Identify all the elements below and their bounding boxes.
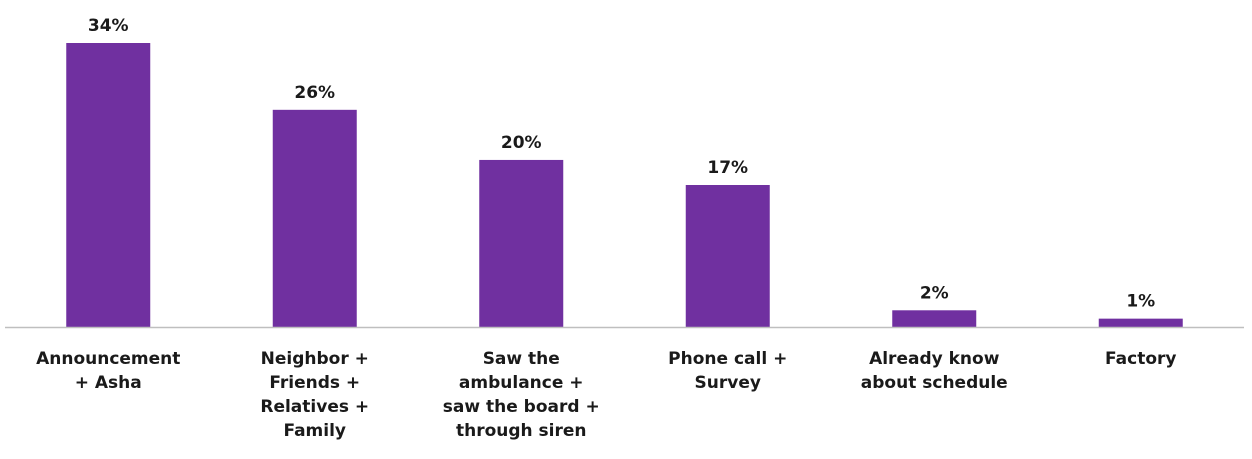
bar bbox=[892, 310, 977, 327]
category-label: Phone call + Survey bbox=[668, 349, 787, 393]
category-label: Saw the ambulance + saw the board + through… bbox=[443, 349, 600, 441]
category-label-line: Relatives + bbox=[260, 397, 369, 417]
category-label-line: Survey bbox=[695, 373, 761, 393]
bar bbox=[272, 109, 357, 327]
data-label: 34% bbox=[88, 16, 129, 36]
category-label-line: Factory bbox=[1105, 349, 1176, 369]
data-label: 17% bbox=[707, 158, 748, 178]
category-label-line: Neighbor + bbox=[261, 349, 369, 369]
data-label: 20% bbox=[501, 133, 542, 153]
category-label-line: Already know bbox=[869, 349, 1000, 369]
category-label-line: through siren bbox=[456, 421, 587, 441]
category-label-line: Family bbox=[283, 421, 346, 441]
category-label: Already know about schedule bbox=[861, 349, 1008, 393]
bar bbox=[1098, 318, 1183, 327]
category-labels-group: Announcement + Asha Neighbor + Friends + Rel… bbox=[36, 349, 1176, 441]
bars-group bbox=[66, 43, 1183, 327]
category-label-line: Phone call + bbox=[668, 349, 787, 369]
bar bbox=[66, 43, 151, 327]
category-label-line: saw the board + bbox=[443, 397, 600, 417]
category-label-line: + Asha bbox=[75, 373, 142, 393]
category-label: Announcement + Asha bbox=[36, 349, 180, 393]
data-label: 26% bbox=[294, 83, 335, 103]
data-label: 1% bbox=[1126, 292, 1155, 312]
category-label: Neighbor + Friends + Relatives + Family bbox=[260, 349, 369, 441]
category-label-line: ambulance + bbox=[459, 373, 584, 393]
data-label: 2% bbox=[920, 283, 949, 303]
bar bbox=[685, 185, 770, 327]
data-labels-group: 34% 26% 20% 17% 2% 1% bbox=[88, 16, 1155, 312]
bar bbox=[479, 159, 564, 327]
category-label-line: Saw the bbox=[483, 349, 560, 369]
category-label: Factory bbox=[1105, 349, 1176, 369]
category-label-line: about schedule bbox=[861, 373, 1008, 393]
category-label-line: Announcement bbox=[36, 349, 180, 369]
category-label-line: Friends + bbox=[269, 373, 360, 393]
